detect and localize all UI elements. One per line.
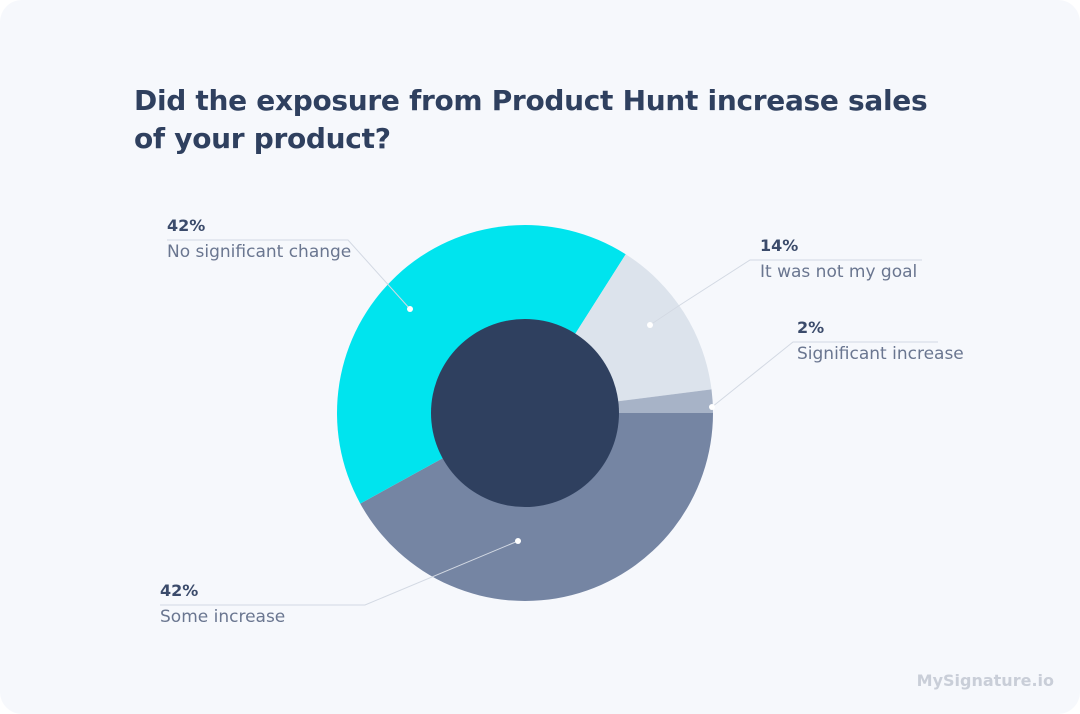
label-value: 42% <box>160 581 199 600</box>
leader-dot <box>647 322 653 328</box>
label-text: Some increase <box>160 607 286 627</box>
donut-center <box>431 319 619 507</box>
label-text: It was not my goal <box>760 262 918 282</box>
brand-logo: MySignature.io <box>916 671 1054 690</box>
label-some-increase: 42% Some increase <box>160 581 285 629</box>
label-not-my-goal: 14% It was not my goal <box>760 236 917 284</box>
leader-line <box>167 239 411 310</box>
leader-line <box>649 259 922 326</box>
label-text: No significant change <box>167 242 352 262</box>
label-value: 42% <box>167 216 206 235</box>
label-text: Significant increase <box>797 344 964 364</box>
leader-dot <box>515 538 521 544</box>
label-significant-increase: 2% Significant increase <box>797 318 964 366</box>
label-no-significant-change: 42% No significant change <box>167 216 351 264</box>
leader-dot <box>407 306 413 312</box>
chart-title: Did the exposure from Product Hunt incre… <box>134 84 928 155</box>
label-value: 2% <box>797 318 825 337</box>
label-value: 14% <box>760 236 799 255</box>
leader-line <box>711 341 938 408</box>
leader-dot <box>709 404 715 410</box>
leader-line <box>160 540 519 606</box>
